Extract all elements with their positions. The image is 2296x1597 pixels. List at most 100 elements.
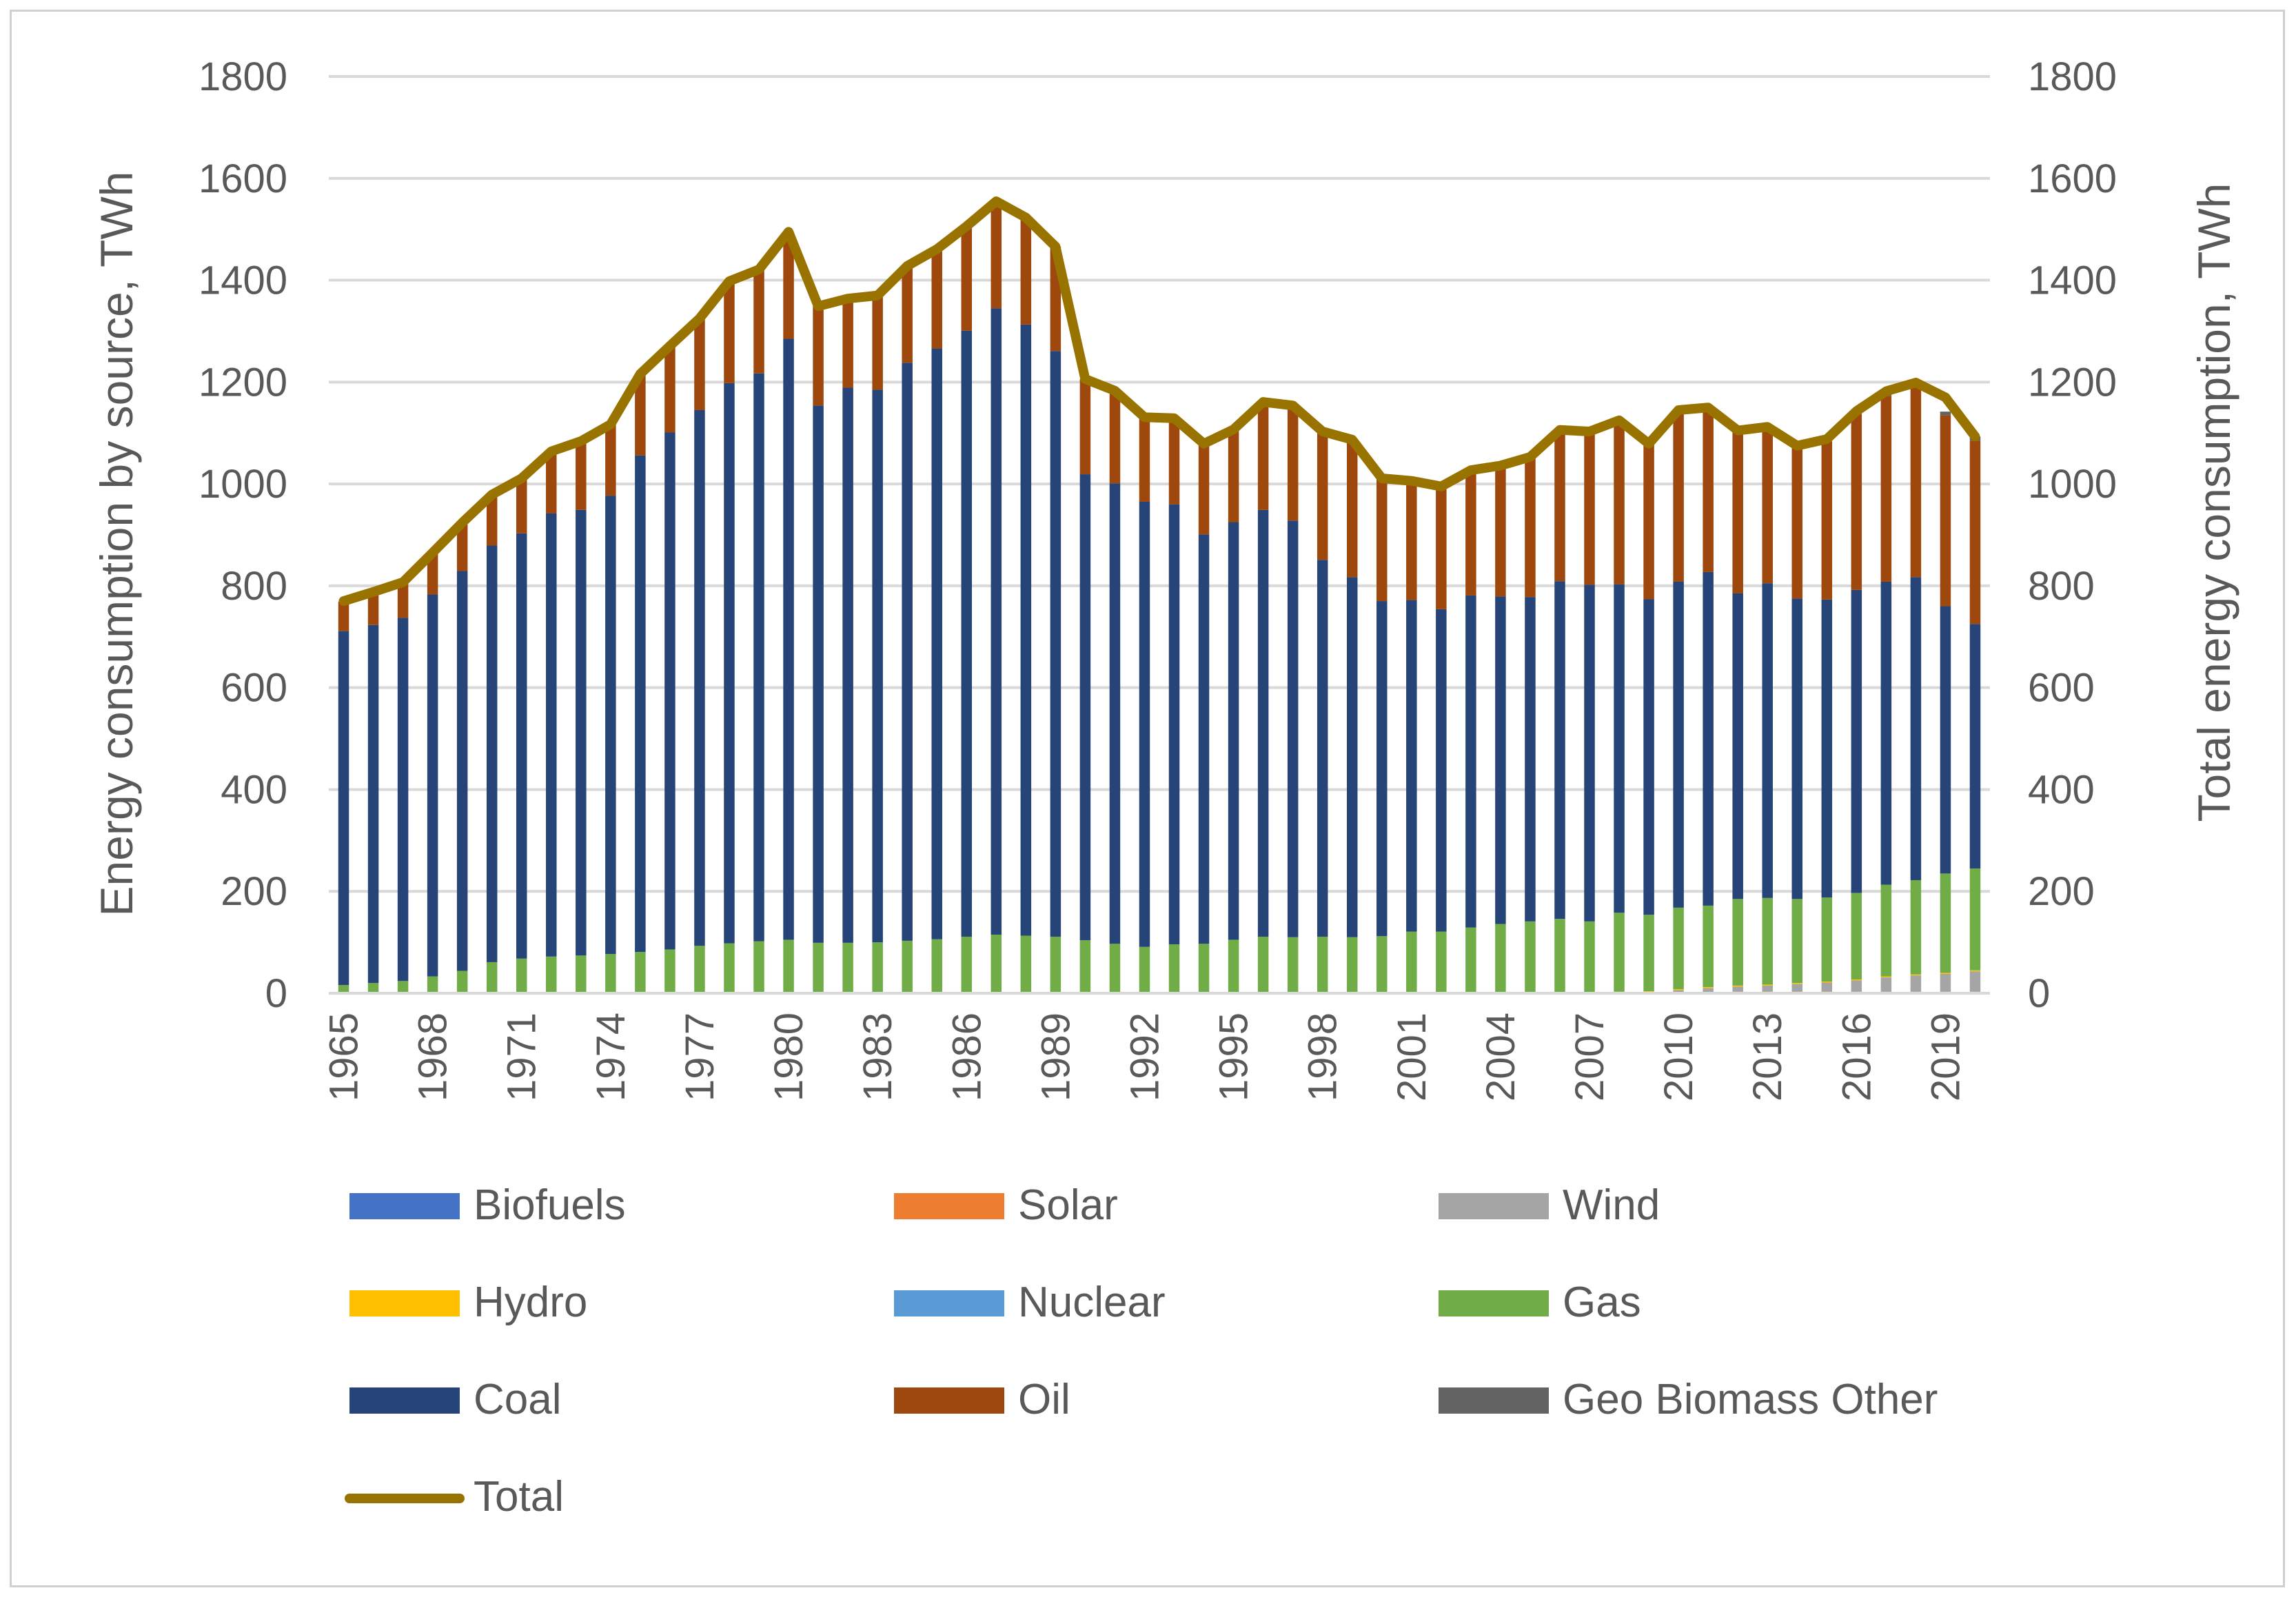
legend-swatch (1439, 1290, 1549, 1316)
bar-segment (1703, 987, 1714, 988)
bar-segment (1880, 581, 1892, 885)
bar-segment (1791, 984, 1803, 992)
bar-segment (546, 513, 557, 957)
bar-segment (1940, 606, 1951, 874)
bar-segment (1673, 990, 1684, 993)
bar-segment (576, 441, 587, 510)
y-tick-label: 800 (221, 564, 287, 609)
bar-segment (753, 941, 764, 993)
bar-segment (1762, 583, 1773, 898)
legend-swatch (894, 1193, 1004, 1219)
bar-segment (783, 232, 794, 339)
bar-segment (1821, 981, 1833, 983)
bar-segment (516, 533, 527, 959)
bar-segment (486, 962, 498, 993)
legend-label: Coal (474, 1376, 562, 1423)
bar-segment (1969, 970, 1981, 972)
bar-segment (1791, 598, 1803, 899)
bar-segment (1346, 439, 1358, 578)
bar-segment (1940, 973, 1951, 992)
bar-segment (1376, 478, 1388, 602)
bar-segment (872, 389, 883, 943)
bar-segment (635, 952, 646, 993)
bar-segment (1910, 386, 1922, 578)
bar-segment (1851, 980, 1862, 992)
chart-frame: 0 200 400 600 800 1000 1200 1400 1600 1800 0 200 40… (10, 10, 2285, 1587)
bar-segment (1673, 989, 1684, 990)
y-tick-label: 600 (221, 666, 287, 711)
bar-segment (1495, 465, 1506, 597)
y-tick-label: 1600 (199, 156, 287, 201)
bar-segment (961, 226, 973, 331)
bar-segment (872, 942, 883, 993)
bar-segment (1969, 971, 1981, 992)
bar-segment (1287, 937, 1299, 993)
legend-swatch (1439, 1193, 1549, 1219)
bar-segment (1109, 483, 1121, 944)
legend-swatch (349, 1290, 460, 1316)
bar-segment (1406, 480, 1417, 600)
bar-segment (961, 936, 973, 993)
bar-segment (605, 424, 616, 496)
bar-segment (1257, 402, 1269, 510)
bar-segment (990, 201, 1002, 309)
legend-swatch (349, 1387, 460, 1414)
bar-segment (1643, 599, 1654, 915)
y2-tick-label: 1000 (2028, 462, 2117, 507)
bar-segment (842, 298, 853, 388)
bar-segment (1436, 931, 1447, 993)
legend: Biofuels Solar Wind Hydro Nuclear Gas Coal Oil G… (345, 1181, 1938, 1520)
bar-segment (1851, 979, 1862, 981)
chart: 0 200 400 600 800 1000 1200 1400 1600 1800 0 200 40… (91, 54, 2239, 1520)
bar-segment (486, 494, 498, 546)
bar-segment (813, 405, 824, 943)
bar-segment (456, 571, 468, 971)
bar-segment (694, 318, 705, 410)
bar-segment (1910, 577, 1922, 880)
x-tick-label: 2019 (1923, 1013, 1968, 1101)
y-tick-label: 400 (221, 767, 287, 812)
bar-segment (1732, 593, 1743, 899)
bar-segment (694, 409, 705, 946)
bar-segment (842, 942, 853, 993)
bar-segment (1020, 935, 1032, 993)
bar-segment (1732, 431, 1743, 593)
bar-segment (635, 455, 646, 953)
bar-segment (1495, 924, 1506, 993)
bar-segment (1703, 571, 1714, 906)
y-tick-label: 200 (221, 869, 287, 914)
y-tick-label: 1800 (199, 54, 287, 99)
x-tick-label: 1980 (766, 1013, 811, 1101)
bar-segment (1703, 905, 1714, 988)
bar-segment (516, 478, 527, 533)
bar-segment (1525, 597, 1536, 922)
bar-segment (1584, 431, 1595, 585)
y-axis-title: Energy consumption by source, TWh (91, 172, 142, 917)
bar-segment (1614, 420, 1625, 584)
bar-segment (1495, 596, 1506, 924)
bar-segment (872, 295, 883, 390)
y2-tick-label: 400 (2028, 767, 2095, 812)
bar-segment (1198, 534, 1210, 944)
legend-swatch (349, 1193, 460, 1219)
bar-segment (427, 594, 438, 977)
bar-segment (1791, 448, 1803, 599)
bar-segment (338, 631, 349, 986)
bar-segment (338, 601, 349, 631)
legend-swatch (894, 1290, 1004, 1316)
bar-segment (1079, 474, 1091, 941)
x-tick-label: 2010 (1656, 1013, 1701, 1101)
x-tick-label: 1977 (678, 1013, 722, 1101)
bar-segment (1109, 944, 1121, 993)
bar-segment (902, 265, 913, 363)
legend-label: Gas (1563, 1279, 1641, 1326)
bar-segment (635, 374, 646, 456)
bar-segment (1465, 927, 1476, 993)
bar-segment (1079, 940, 1091, 993)
bar-segment (1109, 390, 1121, 484)
bar-segment (1851, 589, 1862, 893)
bar-segment (397, 981, 409, 993)
bar-segment (961, 330, 973, 937)
bar-segment (1465, 595, 1476, 928)
bar-segment (1436, 609, 1447, 932)
